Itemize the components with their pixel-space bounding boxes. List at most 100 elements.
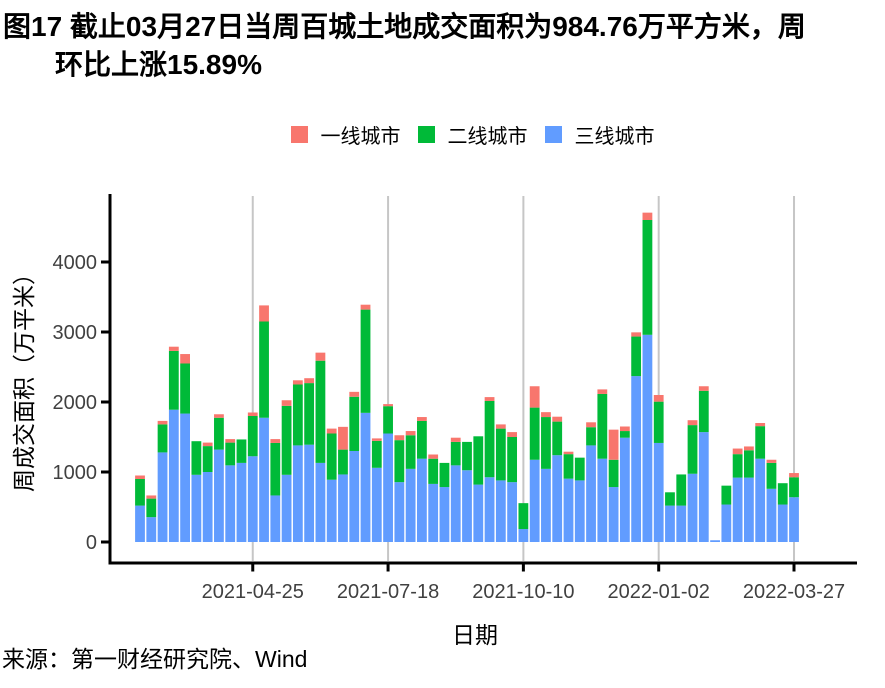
bar-segment-三线城市-2021-08-08 <box>417 458 427 542</box>
bar-segment-三线城市-2021-03-28 <box>202 472 213 542</box>
bar-segment-二线城市-2021-08-15 <box>428 458 439 484</box>
bar-segment-二线城市-2021-08-08 <box>417 420 427 459</box>
bar-segment-三线城市-2022-02-06 <box>710 540 720 542</box>
bar-segment-三线城市-2021-05-30 <box>304 444 315 542</box>
bar-segment-一线城市-2021-02-28 <box>157 420 168 425</box>
bar-segment-二线城市-2021-08-29 <box>450 441 461 466</box>
bar-segment-二线城市-2022-01-02 <box>653 401 664 443</box>
bar-segment-一线城市-2021-05-23 <box>292 380 303 385</box>
bar-segment-二线城市-2021-03-21 <box>191 441 202 475</box>
bar-segment-一线城市-2021-12-26 <box>642 212 653 220</box>
bar-segment-三线城市-2022-02-13 <box>721 504 732 542</box>
bar-segment-一线城市-2021-03-28 <box>202 442 213 447</box>
bar-segment-二线城市-2021-11-28 <box>597 393 608 459</box>
bar-segment-三线城市-2021-04-18 <box>236 462 247 542</box>
y-tick-label: 2000 <box>53 392 98 414</box>
bar-segment-三线城市-2022-03-27 <box>789 497 799 542</box>
bar-segment-三线城市-2021-04-04 <box>214 449 224 542</box>
y-tick-label: 0 <box>86 532 97 554</box>
bar-segment-三线城市-2021-10-17 <box>529 459 540 542</box>
bar-segment-三线城市-2021-03-07 <box>168 409 179 542</box>
bar-segment-一线城市-2022-03-13 <box>766 459 777 463</box>
bar-segment-二线城市-2022-01-16 <box>676 474 687 506</box>
bar-segment-二线城市-2021-03-14 <box>180 363 190 414</box>
legend-label-tier1: 一线城市 <box>320 126 401 148</box>
bar-segment-一线城市-2021-03-07 <box>168 346 179 351</box>
bar-segment-一线城市-2022-02-27 <box>744 446 754 451</box>
bar-segment-一线城市-2021-02-21 <box>146 495 157 499</box>
bar-segment-一线城市-2021-07-25 <box>394 435 405 441</box>
bar-segment-一线城市-2021-10-24 <box>541 412 551 418</box>
bar-segment-三线城市-2021-07-11 <box>371 467 382 542</box>
bar-segment-一线城市-2021-11-21 <box>586 422 596 428</box>
bar-segment-一线城市-2021-08-08 <box>417 417 427 421</box>
bar-segment-二线城市-2021-05-23 <box>292 384 303 446</box>
bar-segment-二线城市-2021-02-21 <box>146 498 157 518</box>
bar-segment-一线城市-2021-06-13 <box>326 428 337 434</box>
bar-segment-一线城市-2021-05-30 <box>304 378 315 384</box>
bar-segment-二线城市-2022-03-27 <box>789 477 799 498</box>
bar-segment-三线城市-2021-12-12 <box>619 437 630 542</box>
y-tick-label: 1000 <box>53 462 98 484</box>
bar-segment-二线城市-2022-02-27 <box>744 450 754 478</box>
bar-segment-二线城市-2021-10-03 <box>507 437 518 483</box>
bar-segment-二线城市-2021-04-11 <box>225 442 236 466</box>
bar-segment-一线城市-2021-06-27 <box>349 391 360 397</box>
bar-segment-三线城市-2021-10-24 <box>541 468 551 542</box>
legend-item-tier2: 二线城市 <box>417 120 528 149</box>
bar-segment-二线城市-2021-09-19 <box>484 400 495 478</box>
bar-segment-二线城市-2021-10-10 <box>518 503 529 530</box>
bar-segment-三线城市-2021-05-23 <box>292 445 303 542</box>
bar-segment-三线城市-2021-05-16 <box>281 474 292 542</box>
bar-segment-三线城市-2021-07-04 <box>360 412 371 542</box>
bar-segment-二线城市-2021-07-18 <box>383 406 393 434</box>
title-line-2: 环比上涨15.89% <box>55 49 262 80</box>
bar-segment-一线城市-2022-01-30 <box>698 386 709 391</box>
bar-segment-三线城市-2021-04-25 <box>247 456 258 542</box>
bar-segment-三线城市-2022-01-23 <box>687 473 698 542</box>
bar-segment-一线城市-2021-05-09 <box>270 439 281 443</box>
tier3-swatch-icon <box>544 126 562 143</box>
x-axis-title: 日期 <box>452 622 498 648</box>
bar-segment-一线城市-2021-12-05 <box>608 429 619 460</box>
bar-segment-二线城市-2021-07-11 <box>371 440 382 468</box>
bar-segment-一线城市-2021-04-25 <box>247 412 258 416</box>
bar-segment-三线城市-2021-09-12 <box>473 484 484 542</box>
x-tick-label: 2021-07-18 <box>337 581 439 603</box>
bar-segment-二线城市-2021-03-28 <box>202 446 213 472</box>
bar-segment-二线城市-2021-03-07 <box>168 350 179 410</box>
bar-segment-二线城市-2021-06-20 <box>338 449 348 475</box>
legend-item-tier1: 一线城市 <box>290 120 401 149</box>
bar-segment-二线城市-2022-01-23 <box>687 425 698 474</box>
bar-segment-三线城市-2021-08-15 <box>428 483 439 542</box>
bar-segment-三线城市-2021-06-06 <box>315 462 326 542</box>
bar-segment-三线城市-2021-02-21 <box>146 517 157 542</box>
bar-segment-三线城市-2021-08-22 <box>439 487 450 542</box>
bar-segment-二线城市-2021-08-01 <box>405 435 416 469</box>
bar-segment-二线城市-2021-05-30 <box>304 383 315 445</box>
bar-segment-三线城市-2022-03-13 <box>766 488 777 542</box>
bar-segment-二线城市-2021-05-16 <box>281 405 292 475</box>
bar-segment-一线城市-2021-10-03 <box>507 432 518 437</box>
bar-segment-三线城市-2022-02-27 <box>744 477 754 542</box>
bar-segment-二线城市-2021-05-09 <box>270 442 281 496</box>
bar-segment-一线城市-2021-10-31 <box>552 416 563 422</box>
bar-segment-一线城市-2022-03-27 <box>789 473 799 478</box>
x-tick-label: 2022-01-02 <box>608 581 710 603</box>
bar-segment-二线城市-2022-02-13 <box>721 485 732 505</box>
bar-segment-二线城市-2021-04-04 <box>214 417 224 450</box>
bar-segment-二线城市-2021-05-02 <box>259 321 269 418</box>
bar-segment-一线城市-2022-02-20 <box>732 448 743 455</box>
bar-segment-三线城市-2022-01-09 <box>665 505 675 542</box>
bar-segment-三线城市-2021-11-14 <box>574 480 585 542</box>
bar-segment-二线城市-2021-12-05 <box>608 459 619 488</box>
bar-segment-一线城市-2021-10-17 <box>529 386 540 408</box>
bar-segment-二线城市-2021-12-12 <box>619 431 630 438</box>
bar-segment-三线城市-2022-01-02 <box>653 442 664 542</box>
bar-segment-二线城市-2021-08-22 <box>439 462 450 488</box>
bar-segment-二线城市-2021-04-18 <box>236 439 247 463</box>
bar-segment-三线城市-2021-05-02 <box>259 417 269 542</box>
bar-segment-三线城市-2021-04-11 <box>225 465 236 542</box>
legend-label-tier3: 三线城市 <box>574 126 655 148</box>
